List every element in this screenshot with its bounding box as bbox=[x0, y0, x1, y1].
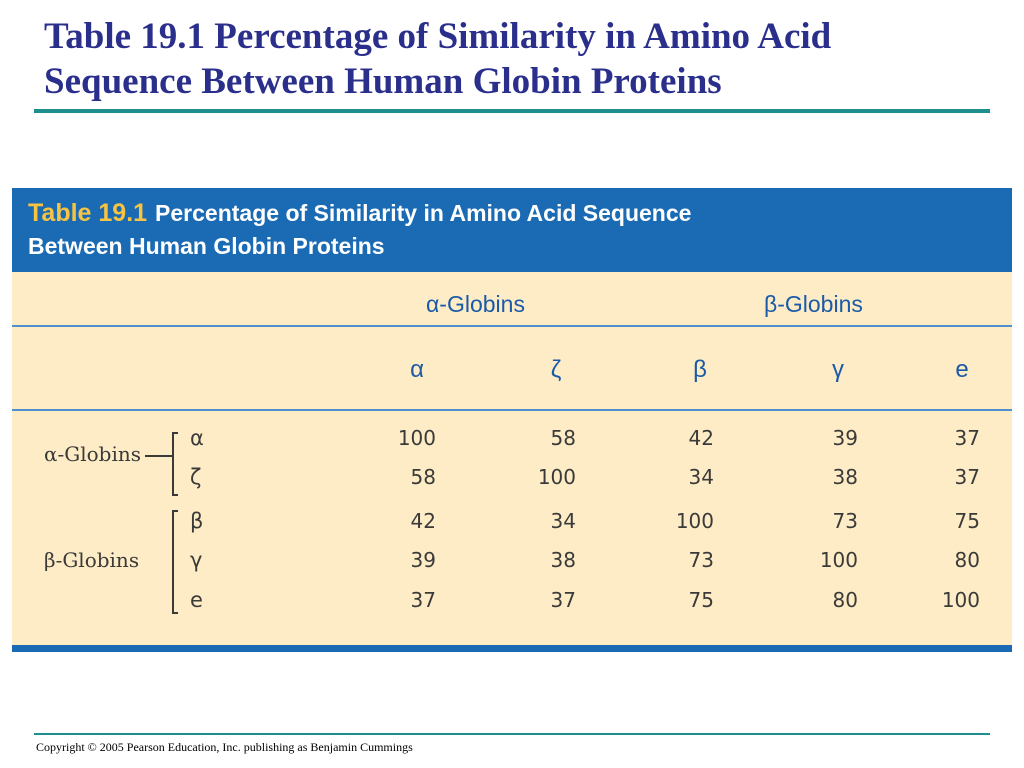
table-figure: Table 19.1 Percentage of Similarity in Am… bbox=[12, 188, 1012, 652]
column-header-epsilon: e bbox=[955, 356, 969, 383]
table-cell: 42 bbox=[688, 426, 714, 450]
table-cell: 58 bbox=[410, 465, 436, 489]
column-header-beta: β bbox=[693, 356, 707, 383]
column-header-zeta: ζ bbox=[550, 356, 562, 383]
slide-title-line-1: Table 19.1 Percentage of Similarity in A… bbox=[44, 16, 832, 57]
table-cell: 80 bbox=[832, 588, 858, 612]
title-divider bbox=[34, 109, 990, 113]
table-cell: 100 bbox=[537, 465, 576, 489]
column-group-alpha-globins: α-Globins bbox=[426, 291, 525, 317]
table-cell: 34 bbox=[550, 509, 576, 533]
slide-title: Table 19.1 Percentage of Similarity in A… bbox=[44, 14, 1004, 104]
table-cell: 34 bbox=[688, 465, 714, 489]
column-header-divider bbox=[12, 409, 1012, 411]
table-cell: 73 bbox=[688, 548, 714, 572]
table-bottom-border bbox=[12, 645, 1012, 652]
row-group-connector bbox=[145, 455, 173, 457]
row-group-bracket-alpha bbox=[172, 432, 178, 496]
table-cell: 38 bbox=[832, 465, 858, 489]
column-group-beta-globins: β-Globins bbox=[764, 291, 863, 317]
table-cell: 100 bbox=[819, 548, 858, 572]
table-number: Table 19.1 bbox=[28, 199, 148, 227]
table-cell: 100 bbox=[397, 426, 436, 450]
table-cell: 38 bbox=[550, 548, 576, 572]
table-caption-bar: Table 19.1 Percentage of Similarity in Am… bbox=[12, 188, 1012, 272]
row-header-gamma: γ bbox=[190, 548, 203, 572]
table-cell: 100 bbox=[941, 588, 980, 612]
footer-divider bbox=[34, 733, 990, 735]
row-header-zeta: ζ bbox=[190, 465, 202, 489]
row-header-alpha: α bbox=[190, 426, 204, 450]
table-cell: 37 bbox=[550, 588, 576, 612]
table-cell: 75 bbox=[688, 588, 714, 612]
table-caption-line-2: Between Human Globin Proteins bbox=[28, 233, 385, 259]
table-cell: 100 bbox=[675, 509, 714, 533]
table-cell: 39 bbox=[410, 548, 436, 572]
table-cell: 80 bbox=[954, 548, 980, 572]
row-header-e: e bbox=[190, 588, 203, 612]
table-cell: 42 bbox=[410, 509, 436, 533]
table-cell: 75 bbox=[954, 509, 980, 533]
table-cell: 73 bbox=[832, 509, 858, 533]
column-header-alpha: α bbox=[410, 356, 424, 383]
row-header-beta: β bbox=[190, 509, 204, 533]
table-caption-text: Percentage of Similarity in Amino Acid S… bbox=[155, 200, 692, 226]
table-cell: 37 bbox=[954, 426, 980, 450]
row-group-label-alpha-globins: α-Globins bbox=[44, 442, 142, 466]
copyright-notice: Copyright © 2005 Pearson Education, Inc.… bbox=[36, 740, 413, 754]
table-caption-line-1: Table 19.1 Percentage of Similarity in Am… bbox=[28, 198, 691, 228]
row-group-bracket-beta bbox=[172, 510, 178, 614]
slide-title-line-2: Sequence Between Human Globin Proteins bbox=[44, 61, 722, 102]
table-cell: 58 bbox=[550, 426, 576, 450]
column-header-gamma: γ bbox=[832, 356, 844, 383]
row-group-label-beta-globins: β-Globins bbox=[44, 548, 140, 572]
table-cell: 39 bbox=[832, 426, 858, 450]
table-cell: 37 bbox=[410, 588, 436, 612]
header-divider bbox=[12, 325, 1012, 327]
table-cell: 37 bbox=[954, 465, 980, 489]
